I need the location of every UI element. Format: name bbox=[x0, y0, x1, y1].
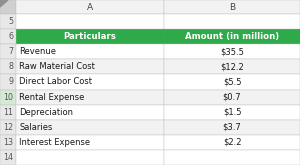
Bar bbox=[16, 0, 164, 14]
Polygon shape bbox=[0, 0, 8, 7]
Text: $0.7: $0.7 bbox=[223, 93, 241, 101]
Text: 12: 12 bbox=[4, 123, 14, 132]
Text: 10: 10 bbox=[4, 93, 14, 101]
Text: 14: 14 bbox=[4, 153, 14, 162]
Bar bbox=[164, 120, 300, 135]
Bar bbox=[164, 0, 300, 14]
Text: Rental Expense: Rental Expense bbox=[19, 93, 84, 101]
Text: $2.2: $2.2 bbox=[223, 138, 241, 147]
Text: Depreciation: Depreciation bbox=[19, 108, 73, 117]
Bar bbox=[164, 105, 300, 120]
Bar bbox=[0, 89, 16, 105]
Bar bbox=[0, 120, 16, 135]
Text: $1.5: $1.5 bbox=[223, 108, 241, 117]
Text: 5: 5 bbox=[8, 17, 14, 26]
Text: $3.7: $3.7 bbox=[223, 123, 242, 132]
Bar bbox=[0, 44, 16, 59]
Text: A: A bbox=[87, 2, 93, 12]
Bar bbox=[0, 105, 16, 120]
Bar bbox=[164, 150, 300, 165]
Bar bbox=[16, 74, 164, 89]
Bar bbox=[0, 135, 16, 150]
Text: 9: 9 bbox=[8, 77, 14, 86]
Bar bbox=[0, 150, 16, 165]
Bar bbox=[16, 135, 164, 150]
Text: Revenue: Revenue bbox=[19, 47, 56, 56]
Bar bbox=[164, 59, 300, 74]
Text: 11: 11 bbox=[4, 108, 14, 117]
Bar bbox=[164, 29, 300, 44]
Text: Direct Labor Cost: Direct Labor Cost bbox=[19, 77, 92, 86]
Text: $12.2: $12.2 bbox=[220, 62, 244, 71]
Bar bbox=[16, 44, 164, 59]
Bar bbox=[164, 44, 300, 59]
Bar bbox=[164, 135, 300, 150]
Bar bbox=[0, 14, 16, 29]
Bar bbox=[16, 29, 164, 44]
Bar bbox=[16, 14, 164, 29]
Bar bbox=[16, 150, 164, 165]
Text: 8: 8 bbox=[9, 62, 14, 71]
Bar bbox=[0, 74, 16, 89]
Text: Particulars: Particulars bbox=[64, 32, 116, 41]
Text: $5.5: $5.5 bbox=[223, 77, 241, 86]
Bar bbox=[0, 0, 16, 14]
Text: Salaries: Salaries bbox=[19, 123, 52, 132]
Text: B: B bbox=[229, 2, 235, 12]
Bar bbox=[0, 59, 16, 74]
Bar bbox=[16, 105, 164, 120]
Bar bbox=[164, 14, 300, 29]
Bar bbox=[164, 89, 300, 105]
Bar bbox=[164, 74, 300, 89]
Text: 13: 13 bbox=[4, 138, 14, 147]
Text: 6: 6 bbox=[9, 32, 14, 41]
Bar bbox=[16, 89, 164, 105]
Bar bbox=[16, 59, 164, 74]
Text: Amount (in million): Amount (in million) bbox=[185, 32, 279, 41]
Text: Raw Material Cost: Raw Material Cost bbox=[19, 62, 95, 71]
Text: $35.5: $35.5 bbox=[220, 47, 244, 56]
Bar bbox=[16, 120, 164, 135]
Text: 7: 7 bbox=[8, 47, 14, 56]
Bar bbox=[0, 29, 16, 44]
Text: Interest Expense: Interest Expense bbox=[19, 138, 90, 147]
